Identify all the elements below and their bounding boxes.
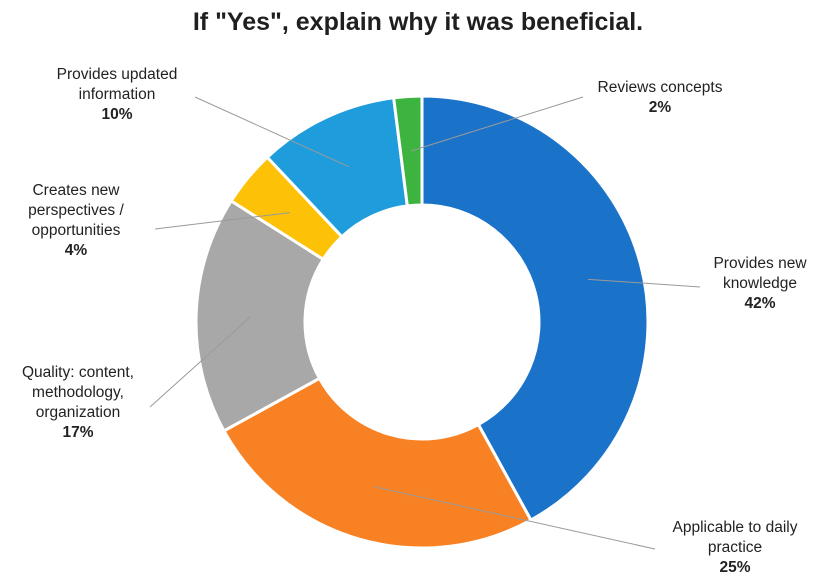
leader-line xyxy=(194,96,350,168)
slice-label: Provides new knowledge 42% xyxy=(713,255,807,312)
slice-category-label: perspectives / xyxy=(28,202,124,219)
slice-category-label: Applicable to daily xyxy=(673,519,798,536)
leader-line xyxy=(374,486,656,550)
slice-value-label: 10% xyxy=(101,106,132,123)
slice-value-label: 25% xyxy=(719,559,750,576)
leader-lines xyxy=(149,96,701,550)
slice-label: Applicable to daily practice 25% xyxy=(673,519,798,576)
donut-slice xyxy=(391,94,424,208)
leader-line xyxy=(588,278,701,288)
slice-category-label: Reviews concepts xyxy=(598,79,723,96)
slice-value-label: 42% xyxy=(744,295,775,312)
donut-slice xyxy=(194,198,326,433)
slice-value-label: 17% xyxy=(62,424,93,441)
slice-category-label: Provides updated xyxy=(57,66,178,83)
leader-line xyxy=(154,212,290,230)
slice-category-label: knowledge xyxy=(723,275,797,292)
slice-label: Quality: content, methodology, organizatio… xyxy=(22,364,134,441)
donut-slices xyxy=(194,94,650,550)
slice-value-label: 4% xyxy=(65,242,88,259)
slice-category-label: Quality: content, xyxy=(22,364,134,381)
slice-label: Creates new perspectives / opportunities 4% xyxy=(28,182,124,259)
slice-category-label: Creates new xyxy=(32,182,120,199)
slice-category-label: Provides new xyxy=(713,255,807,272)
chart-title: If "Yes", explain why it was beneficial. xyxy=(193,8,643,36)
slice-value-label: 2% xyxy=(649,99,672,116)
slice-category-label: opportunities xyxy=(32,222,121,239)
slice-category-label: methodology, xyxy=(32,384,124,401)
slice-category-label: organization xyxy=(36,404,120,421)
slice-label: Provides updated information 10% xyxy=(57,66,178,123)
donut-slice xyxy=(221,376,533,550)
leader-line xyxy=(411,96,584,152)
slice-category-label: information xyxy=(79,86,156,103)
slice-label: Reviews concepts 2% xyxy=(598,79,723,116)
donut-slice xyxy=(420,94,650,523)
slice-category-label: practice xyxy=(708,539,762,556)
slice-labels: Provides new knowledge 42% Applicable to da… xyxy=(22,66,807,576)
leader-line xyxy=(149,316,251,408)
